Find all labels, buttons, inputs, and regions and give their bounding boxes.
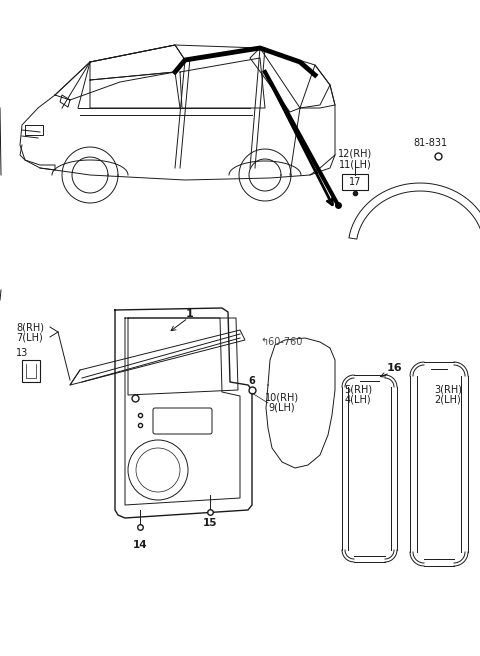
Text: 6: 6	[249, 376, 255, 386]
Text: 3(RH): 3(RH)	[434, 385, 462, 395]
Text: 13: 13	[16, 348, 28, 358]
Text: 15: 15	[203, 518, 217, 528]
Text: 14: 14	[132, 540, 147, 550]
Text: 17: 17	[349, 177, 361, 187]
Text: 7(LH): 7(LH)	[17, 332, 43, 342]
Text: ↰60-760: ↰60-760	[260, 337, 302, 347]
FancyBboxPatch shape	[342, 174, 368, 190]
Text: 81-831: 81-831	[413, 138, 447, 148]
Bar	[25, 125, 43, 135]
Bar	[22, 360, 40, 382]
Text: 1: 1	[186, 309, 194, 319]
Text: 9(LH): 9(LH)	[269, 403, 295, 413]
Text: 2(LH): 2(LH)	[434, 395, 461, 405]
Text: 8(RH): 8(RH)	[16, 322, 44, 332]
Text: 4(LH): 4(LH)	[345, 395, 372, 405]
Polygon shape	[70, 330, 245, 385]
Text: 5(RH): 5(RH)	[344, 385, 372, 395]
FancyBboxPatch shape	[153, 408, 212, 434]
Text: 16: 16	[387, 363, 403, 373]
Text: 10(RH): 10(RH)	[265, 393, 299, 403]
Text: 12(RH)
11(LH): 12(RH) 11(LH)	[338, 148, 372, 170]
